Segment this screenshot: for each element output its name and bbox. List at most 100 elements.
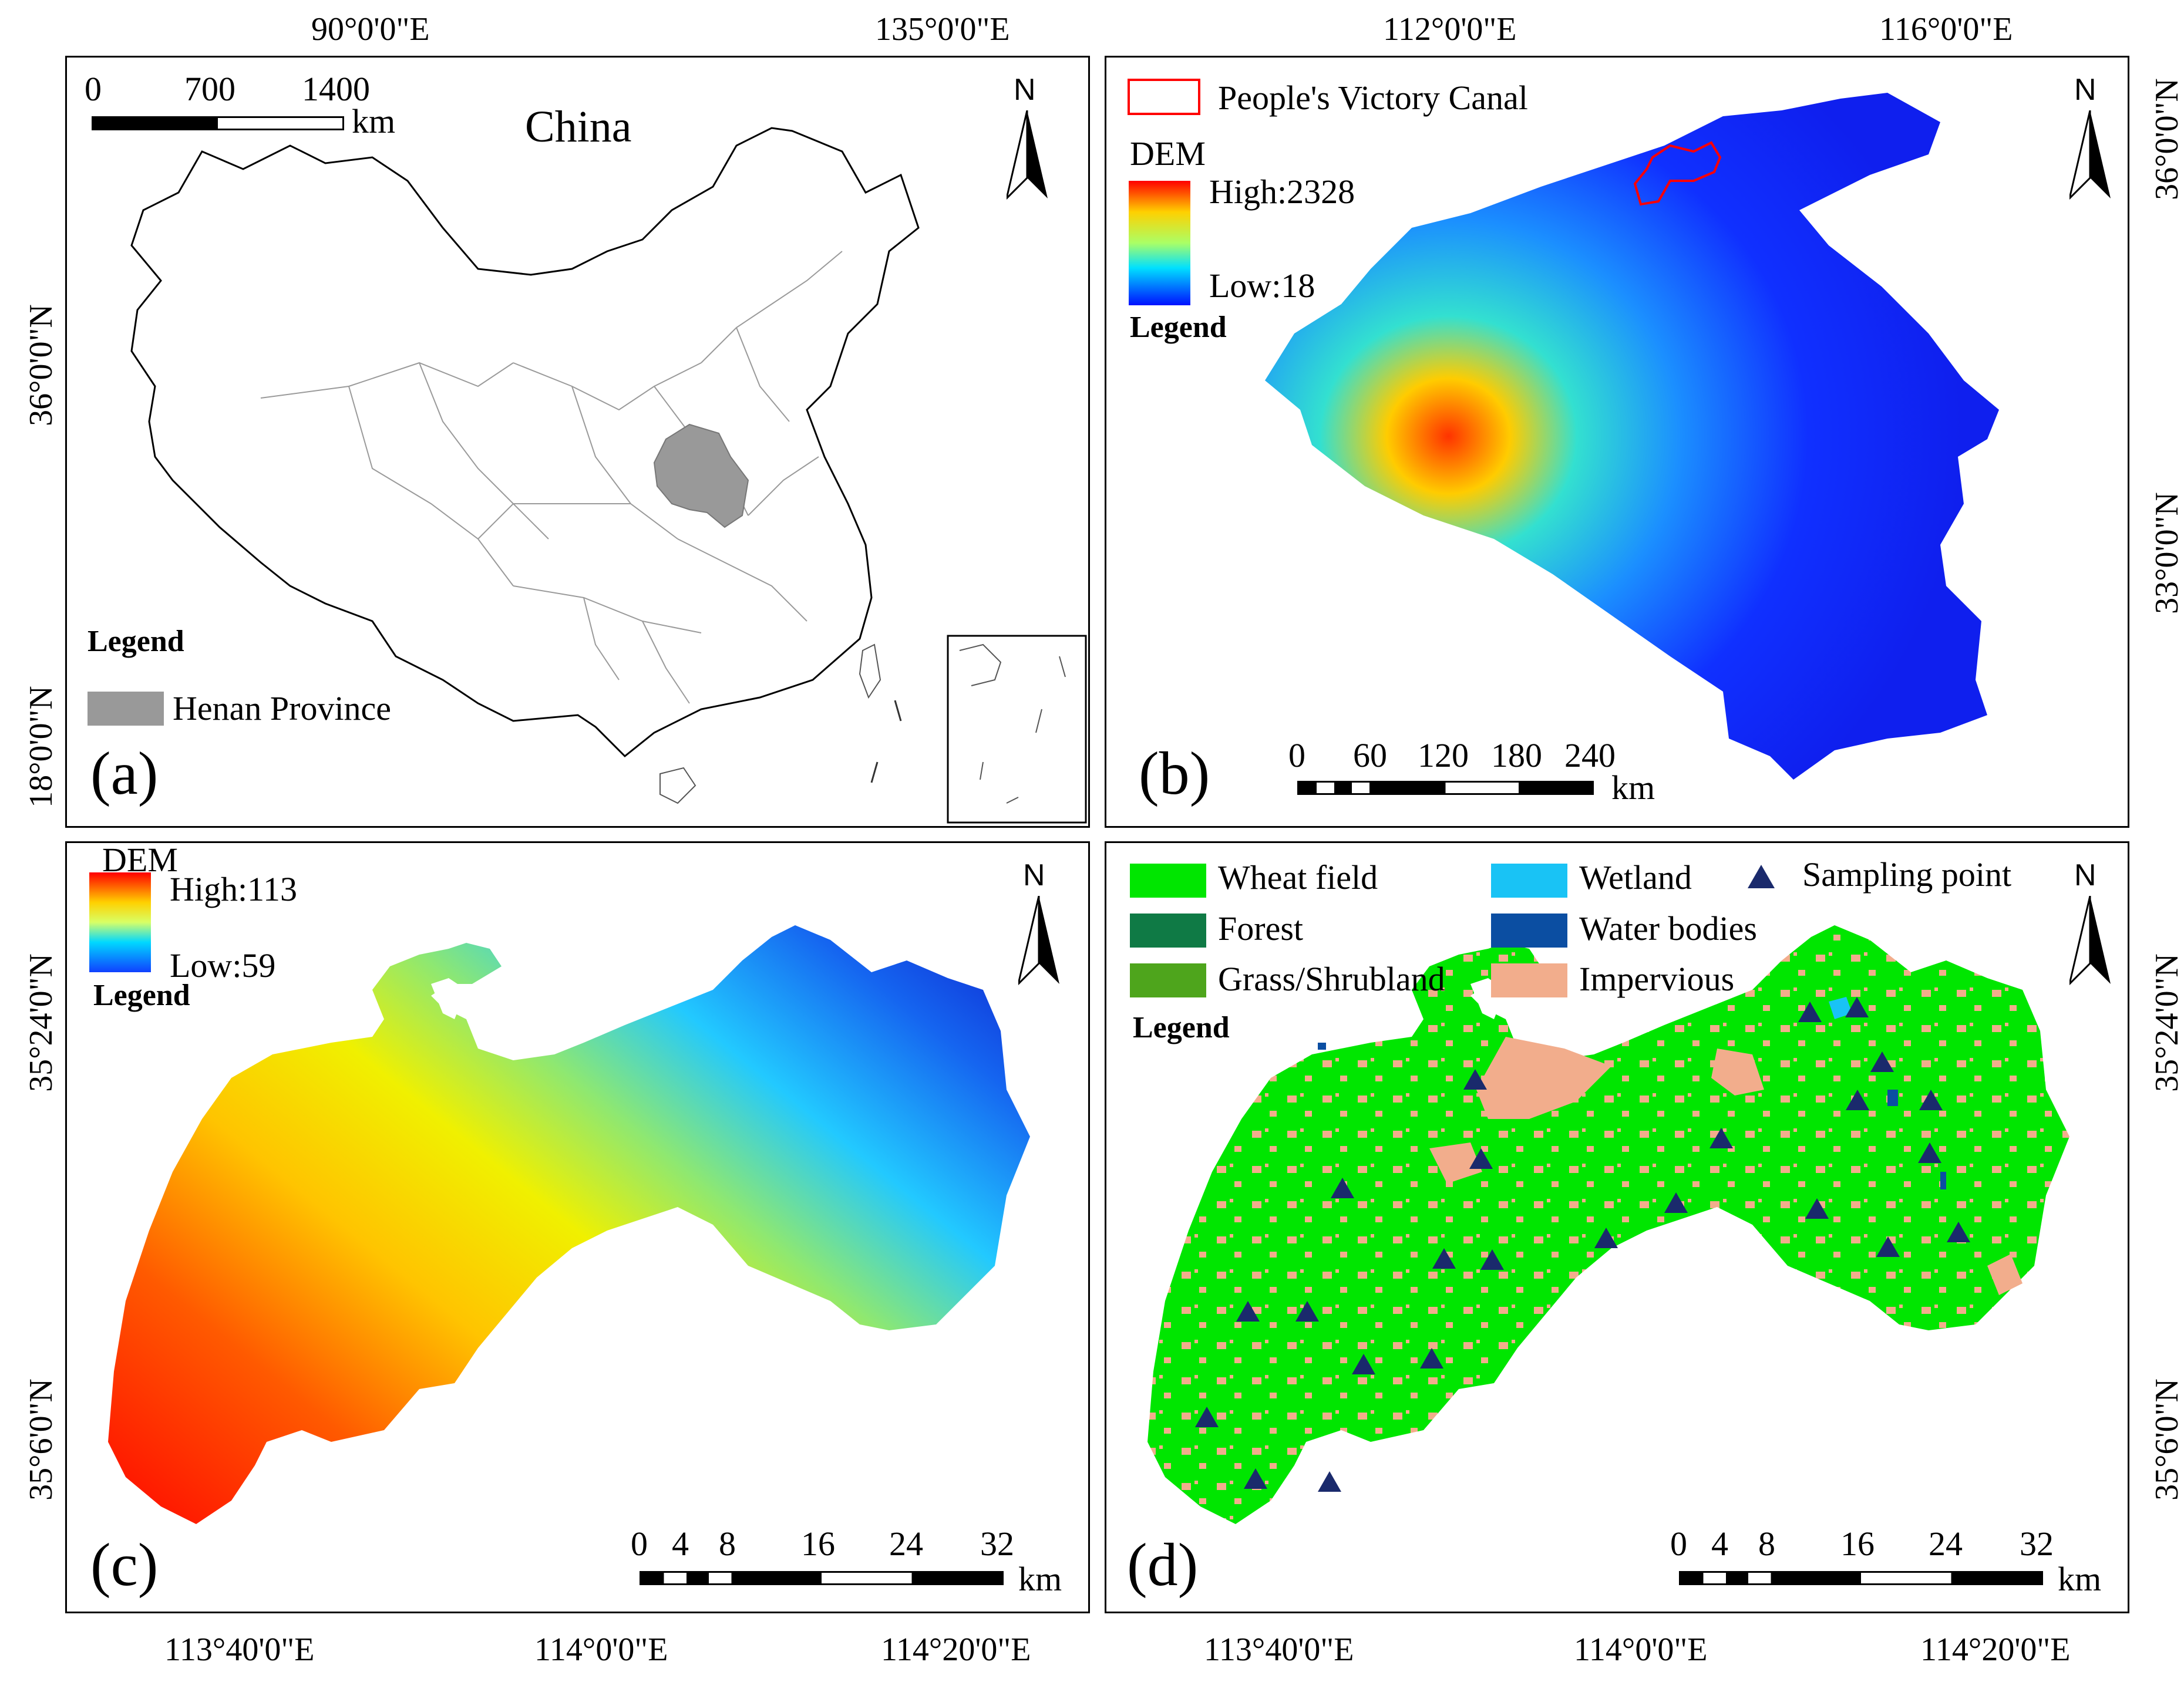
legend-swatch-wetland [1491,864,1567,898]
panel-label: (c) [90,1531,159,1599]
coord-left-18n: 18°0'0"N [23,686,59,808]
panel-label: (b) [1139,740,1210,807]
sampling-point [1709,1128,1733,1148]
sampling-points-layer [1195,997,1970,1492]
sampling-point [1195,1407,1219,1427]
scale-tick: 16 [1840,1525,1875,1563]
coord-bottom-c-11420e: 114°20'0"E [881,1632,1031,1668]
scale-tick: 32 [2020,1525,2054,1563]
south-china-sea-inset [947,635,1087,824]
scale-unit: km [2058,1560,2102,1598]
panel-a-china-map: 0 700 1400 km China N Legend Henan Provi… [65,56,1090,828]
legend-label-wheat-field: Wheat field [1218,858,1378,896]
impervious-patches [1429,1037,2023,1295]
coord-top-116e: 116°0'0"E [1879,11,2013,48]
legend-swatch-wheat-field [1130,864,1206,898]
scale-bar [92,116,344,130]
north-label: N [1023,858,1045,892]
coord-left-36n: 36°0'0"N [23,304,59,426]
scale-tick: 24 [1929,1525,1963,1563]
henan-province-shape [653,423,749,528]
dem-low-label: Low:59 [170,946,276,985]
legend-swatch-water-bodies [1491,914,1567,948]
panel-label: (d) [1127,1531,1199,1599]
scale-tick: 0 [85,70,102,108]
panel-c-study-dem: DEM High:113 Low:59 Legend N 0 4 8 16 24… [65,841,1090,1613]
scale-unit: km [1611,768,1655,807]
scale-tick: 60 [1353,736,1387,774]
north-arrow-icon [1007,110,1048,200]
legend-label-sampling-point: Sampling point [1802,855,2012,894]
sampling-point [1805,1198,1829,1219]
scale-tick: 180 [1491,736,1542,774]
dem-high-label: High:2328 [1209,173,1355,211]
legend-label-forest: Forest [1218,909,1303,948]
canal-legend-swatch [1128,79,1200,115]
north-label: N [2074,858,2096,892]
north-arrow-icon [2069,896,2111,986]
legend-swatch-grass-shrubland [1130,963,1206,997]
sampling-point [1798,1002,1822,1022]
sampling-point [1352,1354,1375,1374]
coord-right-356n: 35°6'0"N [2149,1378,2184,1501]
scale-bar [1679,1571,2043,1585]
henan-dem-svg [1128,79,1999,780]
sampling-point [1244,1468,1267,1489]
china-outline [130,127,920,758]
scale-tick: 0 [1288,736,1305,774]
sampling-point [1480,1249,1504,1270]
sampling-point [1463,1069,1487,1090]
canal-legend-label: People's Victory Canal [1218,79,1528,117]
sampling-point [1870,1051,1894,1072]
study-area-landuse-shape [1147,925,2069,1524]
sampling-point-legend-icon [1748,865,1775,888]
coord-top-90e: 90°0'0"E [311,11,430,48]
north-arrow-icon [2069,110,2111,200]
study-area-dem-shape [108,925,1030,1524]
coord-bottom-c-1140e: 114°0'0"E [534,1632,668,1668]
legend-label-impervious: Impervious [1579,960,1735,998]
scale-tick: 0 [631,1525,648,1563]
sampling-point [1432,1248,1456,1269]
legend-title: Legend [93,979,190,1012]
dem-legend-ramp [89,872,151,972]
legend-swatch-henan [88,692,164,726]
north-label: N [2074,73,2096,107]
scale-tick: 120 [1418,736,1469,774]
wetland-patch [1829,997,1852,1019]
sampling-point [1846,1090,1869,1110]
coord-left-3524n: 35°24'0"N [23,953,59,1092]
sampling-point [1469,1148,1493,1169]
panel-b-henan-dem: People's Victory Canal DEM High:2328 Low… [1105,56,2129,828]
sampling-point [1845,997,1869,1017]
scale-unit: km [352,102,396,140]
north-arrow-icon [1018,896,1059,986]
hainan-island [659,767,696,804]
scale-bar [1297,781,1594,795]
coord-right-3524n: 35°24'0"N [2149,953,2184,1092]
henan-dem-shape [1265,93,1999,780]
panel-label: (a) [90,740,159,807]
south-china-sea-dashes [870,700,902,783]
scale-tick: 8 [1758,1525,1775,1563]
scale-tick: 4 [672,1525,689,1563]
scale-tick: 24 [889,1525,923,1563]
map-title: China [525,102,632,151]
legend-label-henan: Henan Province [173,689,392,727]
scale-bar [640,1571,1004,1585]
land-use-svg [1147,925,2069,1524]
north-label: N [1014,73,1036,107]
scale-tick: 32 [980,1525,1014,1563]
dem-title: DEM [1130,134,1206,173]
legend-swatch-forest [1130,914,1206,948]
coord-left-356n: 35°6'0"N [23,1378,59,1501]
legend-label-wetland: Wetland [1579,858,1692,896]
legend-title: Legend [88,625,184,658]
scale-tick: 16 [801,1525,835,1563]
taiwan-island [859,643,881,699]
legend-label-water-bodies: Water bodies [1579,909,1757,948]
legend-title: Legend [1130,311,1227,344]
sampling-point [1919,1090,1943,1110]
water-bodies [1318,1043,1946,1189]
legend-title: Legend [1133,1011,1230,1044]
